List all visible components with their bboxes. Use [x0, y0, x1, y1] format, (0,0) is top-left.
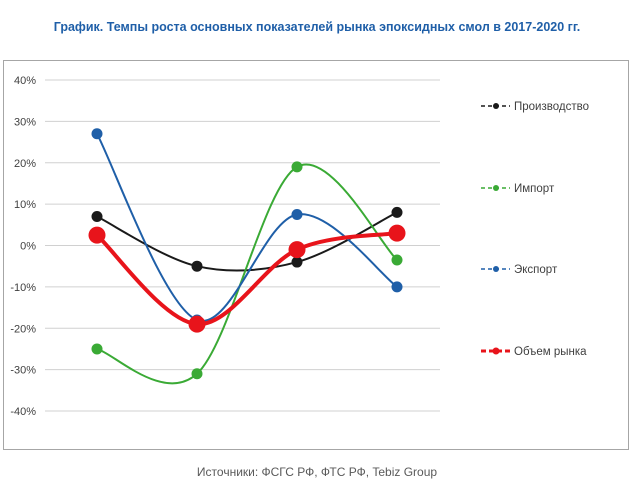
source-note: Источники: ФСГС РФ, ФТС РФ, Tebiz Group	[196, 465, 438, 479]
series-2-legend-label: Импорт	[514, 183, 555, 195]
series-2-line	[96, 163, 398, 385]
series-2-point	[191, 368, 203, 380]
series-1-legend-marker	[493, 103, 499, 109]
series-1-point	[91, 211, 103, 223]
legend: Производство Импорт Экспорт Объем рынка	[481, 101, 589, 358]
series-1-point	[291, 256, 303, 268]
series-1-point	[191, 260, 203, 272]
series-3-legend-label: Экспорт	[514, 264, 558, 276]
y-tick-label: 0%	[20, 241, 36, 253]
y-tick-label: 20%	[14, 158, 36, 170]
y-tick-label: -30%	[10, 365, 36, 377]
y-tick-label: -20%	[10, 323, 36, 335]
series-3-point	[291, 208, 303, 220]
chart-title: График. Темпы роста основных показателей…	[53, 20, 581, 34]
series-1-point	[391, 206, 403, 218]
grid-lines	[45, 79, 440, 412]
series-2-point	[291, 161, 303, 173]
y-tick-label: 40%	[14, 75, 36, 87]
series-4-line	[95, 231, 399, 327]
series-2-point	[391, 254, 403, 266]
series-lines	[95, 132, 399, 385]
y-tick-label: -40%	[10, 406, 36, 418]
series-4-legend-marker	[492, 347, 500, 355]
y-tick-label: 30%	[14, 116, 36, 128]
series-3-legend-marker	[493, 266, 499, 272]
series-1-legend-label: Производство	[514, 101, 589, 113]
y-axis: 40% 30% 20% 10% 0% -10% -20% -30% -40%	[10, 75, 36, 418]
series-2-point	[91, 343, 103, 355]
series-4-point	[188, 315, 206, 333]
series-1-line	[96, 211, 398, 272]
y-tick-label: 10%	[14, 199, 36, 211]
series-4-point	[88, 226, 106, 244]
y-tick-label: -10%	[10, 282, 36, 294]
series-4-point	[288, 241, 306, 259]
series-3-point	[391, 281, 403, 293]
series-2-legend-marker	[493, 185, 499, 191]
series-4-point	[388, 224, 406, 242]
series-3-point	[91, 128, 103, 140]
series-4-legend-label: Объем рынка	[514, 346, 587, 358]
series-markers	[88, 128, 406, 380]
